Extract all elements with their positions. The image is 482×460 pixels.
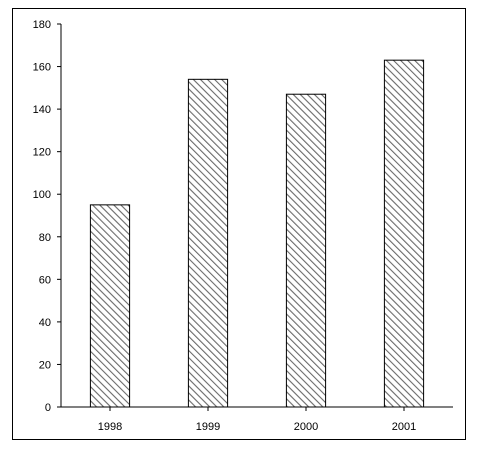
y-tick-label-80: 80 — [39, 232, 51, 244]
y-tick-label-140: 140 — [33, 104, 51, 116]
x-tick-label-1999: 1999 — [196, 421, 220, 433]
y-tick-label-120: 120 — [33, 147, 51, 159]
y-tick-label-20: 20 — [39, 359, 51, 371]
y-tick-label-40: 40 — [39, 317, 51, 329]
y-tick-label-180: 180 — [33, 19, 51, 31]
y-axis: 0 20 40 60 80 100 120 140 160 180 — [33, 19, 62, 414]
x-tick-label-1998: 1998 — [98, 421, 122, 433]
y-tick-label-60: 60 — [39, 274, 51, 286]
y-tick-label-0: 0 — [45, 402, 51, 414]
x-tick-label-2000: 2000 — [294, 421, 318, 433]
bar-1998 — [89, 204, 131, 408]
bars-group — [89, 59, 425, 408]
y-tick-label-100: 100 — [33, 189, 51, 201]
x-tick-label-2001: 2001 — [392, 421, 416, 433]
x-axis: 1998 1999 2000 2001 — [61, 406, 453, 433]
bar-2000 — [285, 93, 327, 408]
bar-2001 — [383, 59, 425, 408]
bar-1999 — [187, 78, 229, 408]
y-tick-label-160: 160 — [33, 62, 51, 74]
